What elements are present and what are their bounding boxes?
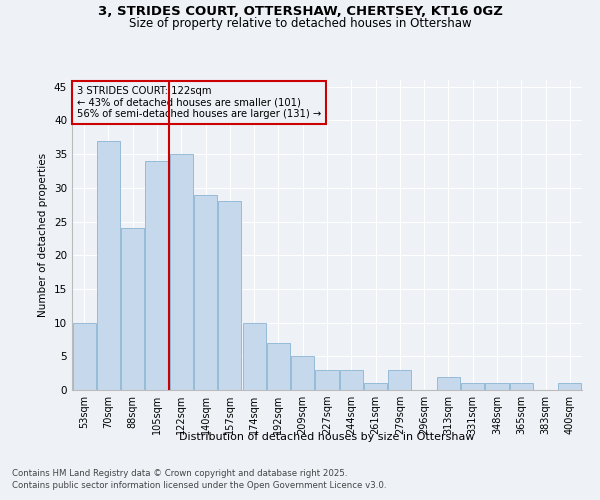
Bar (97, 140, 120, 390)
Bar (194, 194, 217, 390)
Bar (461, 384, 484, 390)
Text: Distribution of detached houses by size in Ottershaw: Distribution of detached houses by size … (179, 432, 475, 442)
Bar (364, 384, 387, 390)
Text: 3 STRIDES COURT: 122sqm
← 43% of detached houses are smaller (101)
56% of semi-d: 3 STRIDES COURT: 122sqm ← 43% of detache… (77, 86, 322, 120)
Bar (388, 370, 412, 390)
Bar (316, 370, 338, 390)
Bar (267, 343, 290, 390)
Bar (170, 154, 193, 390)
Text: Contains HM Land Registry data © Crown copyright and database right 2025.: Contains HM Land Registry data © Crown c… (12, 468, 347, 477)
Bar (340, 370, 363, 390)
Bar (485, 384, 509, 390)
Text: Size of property relative to detached houses in Ottershaw: Size of property relative to detached ho… (128, 18, 472, 30)
Bar (73, 322, 95, 390)
Bar (437, 376, 460, 390)
Bar (510, 384, 533, 390)
Text: Contains public sector information licensed under the Open Government Licence v3: Contains public sector information licen… (12, 481, 386, 490)
Text: 3, STRIDES COURT, OTTERSHAW, CHERTSEY, KT16 0GZ: 3, STRIDES COURT, OTTERSHAW, CHERTSEY, K… (98, 5, 502, 18)
Y-axis label: Number of detached properties: Number of detached properties (38, 153, 49, 317)
Bar (145, 161, 169, 390)
Bar (218, 202, 241, 390)
Bar (121, 228, 144, 390)
Bar (242, 322, 266, 390)
Bar (559, 384, 581, 390)
Bar (291, 356, 314, 390)
